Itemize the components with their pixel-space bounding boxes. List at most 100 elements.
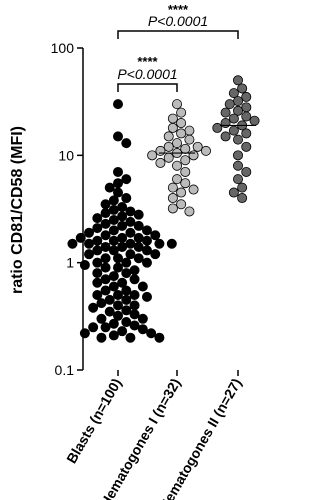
data-point — [108, 214, 119, 225]
data-point — [92, 223, 103, 234]
data-point — [121, 193, 132, 204]
data-point — [100, 199, 111, 210]
p-value: P<0.0001 — [148, 13, 208, 29]
data-point — [113, 187, 124, 198]
chart: ratio CD81/CD58 (MFI) 0.1 1 10 100 Blasts (n… — [9, 2, 260, 500]
data-point — [154, 238, 165, 249]
data-point — [146, 328, 157, 339]
data-point — [137, 324, 148, 335]
significance-stars: **** — [168, 2, 189, 17]
data-point — [117, 211, 128, 222]
data-point — [108, 318, 119, 329]
data-point — [212, 122, 223, 133]
data-point — [220, 118, 231, 129]
data-point — [113, 310, 124, 321]
data-point — [232, 75, 243, 86]
data-point — [96, 298, 107, 309]
data-point — [232, 174, 243, 185]
data-point — [100, 262, 111, 273]
data-point — [188, 184, 199, 195]
data-point — [88, 322, 99, 333]
data-point — [121, 257, 132, 268]
data-point — [92, 289, 103, 300]
data-point — [224, 99, 235, 110]
data-point — [150, 249, 161, 260]
data-point — [96, 332, 107, 343]
data-point — [121, 305, 132, 316]
significance-stars: **** — [137, 54, 158, 69]
data-point — [121, 285, 132, 296]
data-point — [113, 253, 124, 264]
data-point — [100, 322, 111, 333]
data-point — [241, 166, 252, 177]
data-point — [121, 294, 132, 305]
data-point — [113, 262, 124, 273]
data-point — [141, 235, 152, 246]
data-point — [84, 227, 95, 238]
data-point — [241, 111, 252, 122]
data-point — [125, 216, 136, 227]
data-point — [121, 174, 132, 185]
data-point — [92, 213, 103, 224]
data-point — [117, 326, 128, 337]
data-point — [232, 105, 243, 116]
data-point — [176, 128, 187, 139]
data-point — [137, 281, 148, 292]
data-point — [176, 118, 187, 129]
data-point — [237, 83, 248, 94]
y-tick-label: 1 — [66, 255, 74, 271]
data-point — [133, 209, 144, 220]
data-point — [163, 141, 174, 152]
x-tick-label: Blasts (n=100) — [63, 376, 125, 467]
data-point — [155, 145, 166, 156]
y-tick-label: 10 — [58, 147, 74, 163]
data-point — [180, 166, 191, 177]
data-point — [184, 134, 195, 145]
data-point — [67, 238, 78, 249]
y-tick-label: 100 — [51, 40, 75, 56]
data-point — [113, 131, 124, 142]
data-point — [84, 249, 95, 260]
data-point — [129, 265, 140, 276]
data-point — [100, 218, 111, 229]
data-point — [237, 193, 248, 204]
data-point — [220, 107, 231, 118]
data-point — [113, 178, 124, 189]
data-point — [155, 157, 166, 168]
data-point — [137, 313, 148, 324]
data-point — [241, 102, 252, 113]
data-point — [167, 203, 178, 214]
data-point — [167, 182, 178, 193]
data-point — [117, 241, 128, 252]
data-point — [125, 249, 136, 260]
data-point — [88, 302, 99, 313]
data-point — [237, 182, 248, 193]
y-tick-label: 0.1 — [55, 362, 75, 378]
data-point — [220, 131, 231, 142]
y-axis-label: ratio CD81/CD58 (MFI) — [9, 126, 26, 294]
data-point — [171, 160, 182, 171]
data-point — [92, 268, 103, 279]
data-point — [104, 182, 115, 193]
data-point — [167, 113, 178, 124]
data-point — [113, 300, 124, 311]
data-point — [188, 150, 199, 161]
data-point — [129, 289, 140, 300]
data-point — [121, 138, 132, 149]
data-point — [100, 230, 111, 241]
data-point — [100, 241, 111, 252]
data-point — [125, 332, 136, 343]
data-point — [176, 187, 187, 198]
data-point — [108, 235, 119, 246]
data-point — [163, 131, 174, 142]
data-point — [228, 187, 239, 198]
data-point — [125, 227, 136, 238]
data-point — [176, 199, 187, 210]
data-point — [129, 320, 140, 331]
data-point — [192, 141, 203, 152]
data-point — [108, 330, 119, 341]
data-point — [104, 306, 115, 317]
data-point — [92, 245, 103, 256]
data-point — [100, 274, 111, 285]
data-point — [180, 155, 191, 166]
